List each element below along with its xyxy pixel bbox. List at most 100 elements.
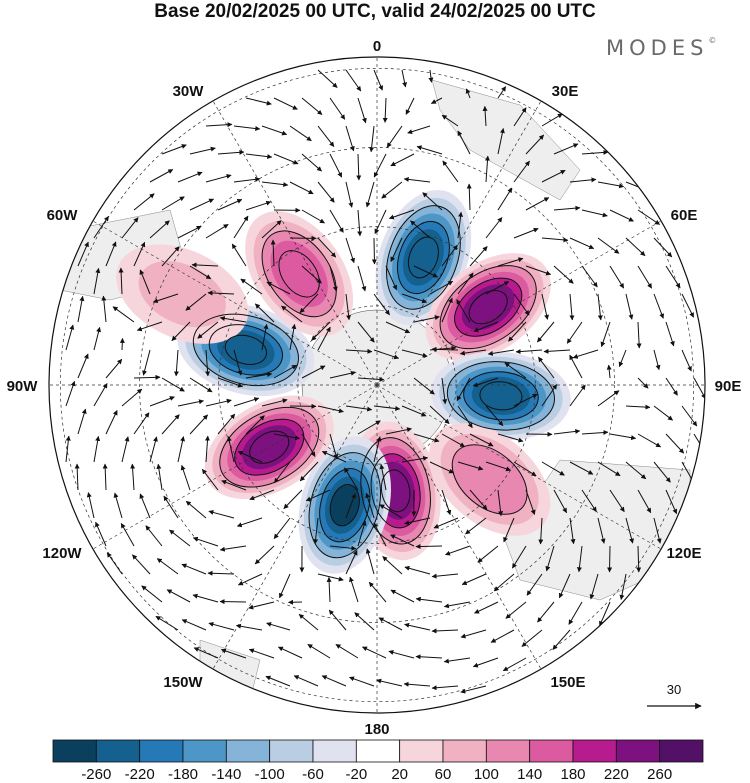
wind-arrow-338 (445, 545, 471, 556)
wind-arrow-114 (413, 265, 439, 278)
wind-arrow-197 (245, 372, 273, 379)
wind-arrow-407 (502, 657, 527, 672)
map-disk (49, 57, 705, 713)
wind-arrow-112 (357, 265, 367, 292)
wind-arrow-392 (460, 629, 487, 639)
wind-arrow-133 (345, 293, 352, 321)
colorbar-tick-5: -60 (302, 766, 324, 783)
wind-arrow-139 (513, 293, 530, 316)
wind-arrow-95 (485, 217, 503, 239)
contour-line (224, 334, 268, 365)
wind-arrow-299 (553, 489, 568, 514)
wind-arrow-223 (345, 405, 373, 412)
wind-arrow-92 (390, 237, 403, 262)
wind-arrow-39 (457, 130, 471, 155)
colorbar-tick-6: -20 (345, 766, 367, 783)
wind-arrow-169 (93, 326, 102, 351)
wind-arrow-378 (537, 601, 555, 623)
wind-arrow-274 (485, 461, 512, 472)
wind-arrow-160 (456, 299, 471, 323)
wind-arrow-402 (362, 646, 387, 659)
wind-arrow-264 (204, 435, 210, 463)
wind-arrow-208 (569, 354, 583, 379)
wind-arrow-187 (572, 349, 599, 359)
wind-arrow-316 (404, 517, 431, 526)
wind-arrow-342 (576, 545, 583, 573)
wind-arrow-215 (121, 388, 143, 407)
wind-arrow-263 (177, 436, 185, 463)
contour-line (219, 406, 320, 488)
wind-arrow-320 (538, 517, 544, 545)
wind-arrow-339 (477, 545, 499, 563)
wind-arrow-406 (472, 657, 499, 668)
meridian-150 (376, 384, 547, 680)
wind-arrow-232 (597, 390, 620, 407)
wind-arrow-256 (637, 433, 662, 448)
wind-arrow-134 (373, 293, 390, 316)
wind-arrow-311 (273, 517, 291, 539)
colorbar-tick-2: -180 (168, 766, 198, 783)
wind-arrow-111 (329, 265, 338, 292)
wind-arrow-189 (653, 349, 661, 371)
wind-arrow-185 (515, 349, 543, 355)
wind-arrow-137 (457, 272, 474, 295)
wind-arrow-217 (177, 399, 204, 407)
wind-arrow-148 (112, 306, 135, 323)
wind-arrow-107 (191, 262, 219, 268)
wind-arrow-310 (236, 517, 263, 528)
wind-arrow-131 (266, 281, 291, 295)
wind-arrow-156 (357, 321, 375, 343)
wind-arrow-364 (141, 585, 163, 603)
wind-arrow-261 (121, 436, 130, 463)
wind-arrow-132 (299, 293, 319, 314)
wind-arrow-152 (219, 316, 247, 323)
wind-arrow-317 (433, 517, 459, 529)
wind-arrow-60 (597, 181, 625, 189)
wind-arrow-216 (149, 396, 175, 407)
wind-arrow-30 (217, 149, 245, 155)
wind-arrow-285 (156, 463, 163, 491)
colorbar-tick-7: 20 (391, 766, 408, 783)
colorbar-box-9 (442, 739, 487, 763)
wind-arrow-370 (326, 576, 332, 603)
wind-arrow-146 (77, 295, 85, 323)
wind-arrow-269 (321, 450, 347, 463)
wind-arrow-159 (441, 297, 453, 323)
wind-arrow-34 (329, 153, 343, 178)
wind-arrow-147 (101, 295, 107, 323)
wind-arrow-1 (345, 69, 362, 92)
wind-arrow-8 (329, 97, 346, 120)
wind-arrow-344 (636, 545, 642, 573)
wind-arrow-90 (345, 237, 355, 264)
wind-arrow-66 (245, 200, 272, 211)
wind-arrow-305 (113, 492, 123, 519)
wind-arrow-164 (566, 321, 583, 344)
continents (59, 79, 691, 701)
wind-arrow-38 (416, 145, 443, 155)
wind-arrow-79 (609, 209, 634, 222)
wind-arrow-375 (443, 601, 471, 609)
wind-arrow-166 (636, 321, 642, 349)
wind-arrow-26 (513, 107, 527, 127)
wind-arrow-9 (357, 97, 367, 124)
wind-arrow-349 (207, 570, 235, 576)
wind-arrow-84 (177, 225, 202, 239)
wind-arrow-212 (693, 377, 705, 400)
wind-arrow-108 (231, 243, 247, 267)
wind-arrow-244 (301, 433, 316, 457)
wind-arrow-22 (386, 125, 403, 148)
wind-arrow-98 (569, 237, 595, 250)
wind-arrow-168 (65, 324, 75, 351)
wind-arrow-277 (569, 461, 594, 475)
wind-arrow-124 (93, 267, 101, 295)
wind-arrow-151 (197, 321, 219, 339)
wind-arrow-214 (93, 383, 108, 407)
wind-arrow-59 (569, 177, 597, 183)
wind-arrow-42 (553, 143, 579, 155)
anomaly-cell-0 (375, 189, 472, 325)
wind-arrow-19 (317, 125, 335, 147)
wind-arrow-357 (431, 573, 459, 579)
wind-arrow-229 (513, 393, 538, 407)
wind-arrow-154 (281, 305, 303, 323)
wind-arrow-276 (541, 461, 565, 476)
